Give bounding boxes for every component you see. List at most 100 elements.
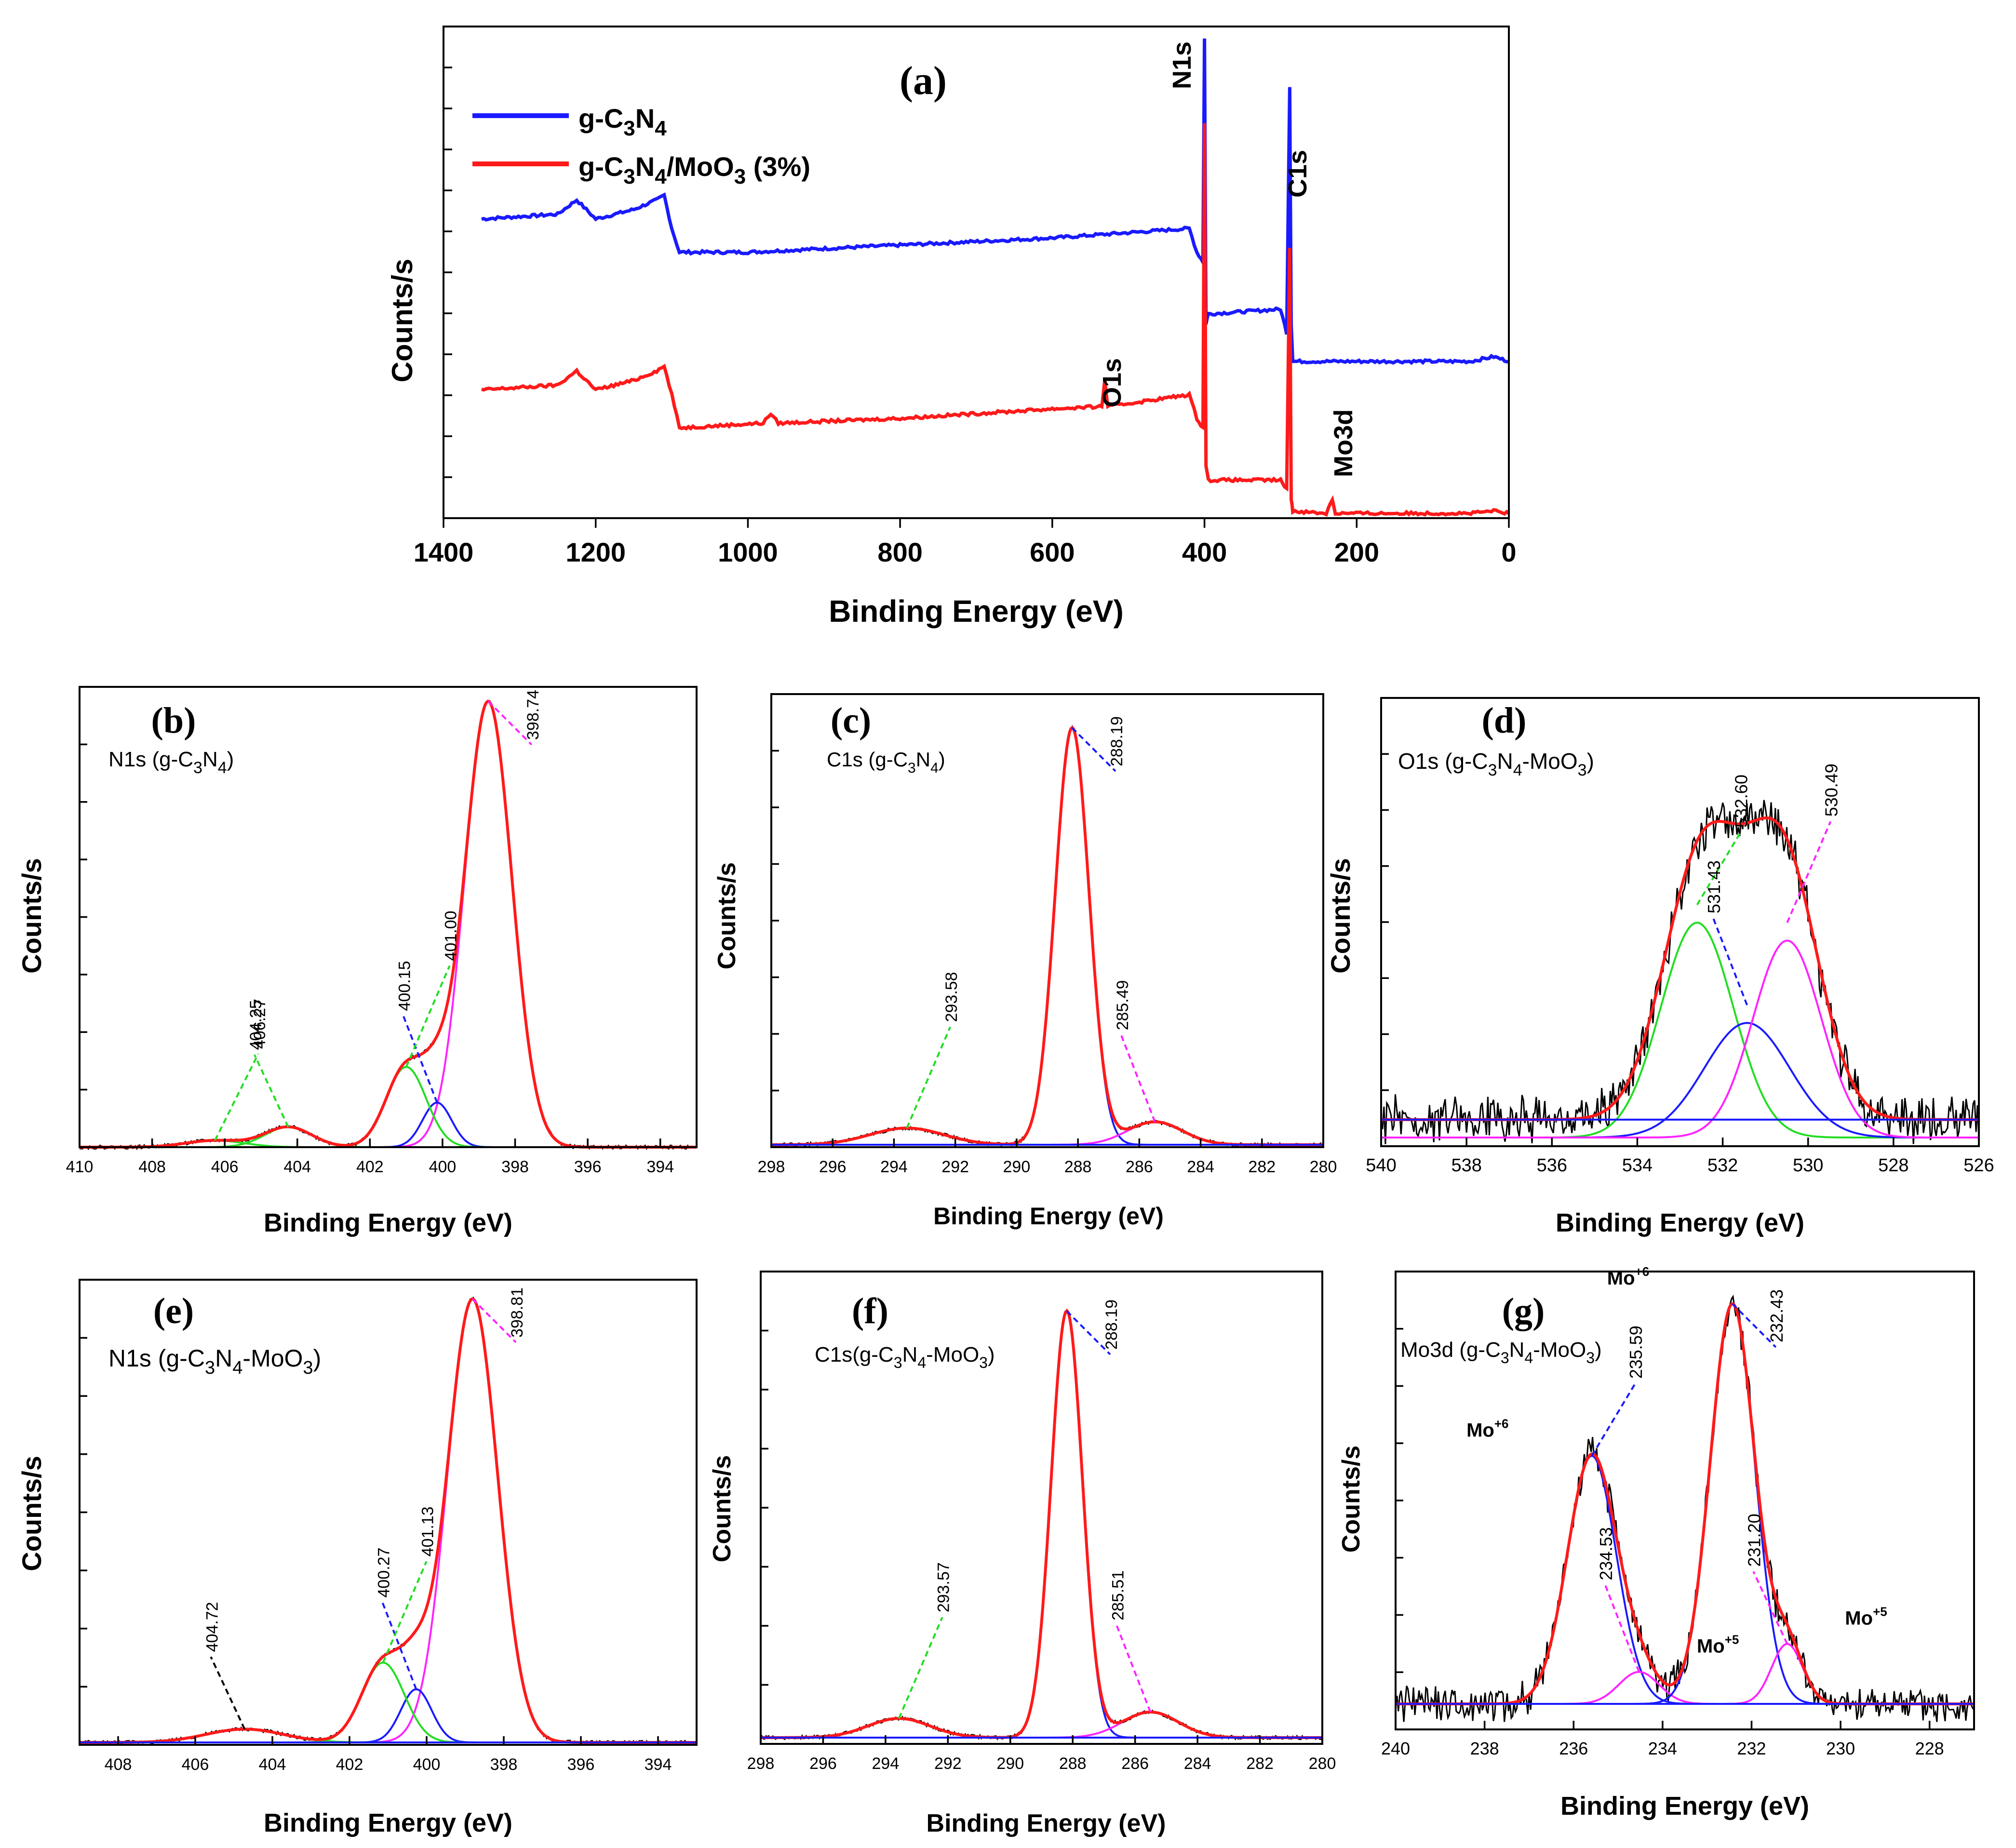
panel-d-xlabel: Binding Energy (eV) (1556, 1208, 1804, 1237)
panel-e-letter: (e) (153, 1291, 194, 1331)
peak-label-b-1: 400.15 (396, 961, 414, 1011)
peak-label-b-2: 401.00 (442, 911, 460, 961)
peak-leader-f-2 (898, 1617, 943, 1719)
panel-g-letter: (g) (1502, 1291, 1545, 1331)
peak-leader-e-2 (382, 1561, 428, 1663)
raw-spectrum-f (760, 1309, 1323, 1741)
peak-label-b-4: 406.27 (251, 999, 269, 1049)
xtick-label-d: 540 (1366, 1155, 1396, 1176)
xtick-label-c: 298 (758, 1158, 785, 1176)
panel-g-ylabel: Counts/s (1337, 1446, 1365, 1553)
peak-label-g-2: 232.43 (1767, 1289, 1787, 1342)
mo-state-label-0: Mo+6 (1466, 1416, 1508, 1441)
panel-d: 540 538 536 534 532 530 528 526 (d) O1s (g-C3N4… (1325, 697, 1994, 1237)
xtick-label-c: 282 (1248, 1158, 1276, 1176)
annot-n1s: N1s (1168, 41, 1196, 89)
xtick-label-d: 532 (1707, 1155, 1738, 1176)
peak-leader-e-0 (471, 1298, 517, 1343)
component-peak-b-2 (80, 1066, 697, 1148)
panel-e-ylabel: Counts/s (16, 1456, 47, 1571)
xtick-label-a: 600 (1030, 537, 1075, 567)
panel-g: 240 238 236 234 232 230 228 (g) Mo3d (g-C3N4-M… (1337, 1264, 1975, 1821)
fit-envelope-f (761, 1308, 1322, 1739)
fit-envelope-c (771, 725, 1323, 1146)
xtick-label-c: 288 (1064, 1158, 1092, 1176)
xtick-label-f: 288 (1059, 1754, 1087, 1773)
xtick-label-g: 240 (1381, 1739, 1410, 1758)
xtick-label-b: 402 (356, 1158, 384, 1176)
panel-c-ylabel: Counts/s (713, 862, 741, 969)
raw-spectrum-d (1380, 800, 1980, 1144)
peak-leader-d-1 (1712, 918, 1748, 1005)
xtick-label-b: 394 (646, 1158, 674, 1176)
xtick-label-g: 228 (1915, 1739, 1944, 1758)
xtick-label-f: 296 (809, 1754, 837, 1773)
xtick-label-e: 408 (105, 1755, 132, 1774)
panel-e-xlabel: Binding Energy (eV) (264, 1808, 512, 1837)
panel-c: 298 296 294 292 290 288 286 284 282 280 (c) C1s (… (713, 693, 1337, 1230)
component-peak-g-1 (1396, 1671, 1974, 1705)
peak-label-f-1: 285.51 (1109, 1570, 1127, 1620)
peak-label-e-3: 404.72 (203, 1602, 221, 1652)
xtick-label-b: 398 (501, 1158, 529, 1176)
peak-leader-g-0 (1591, 1383, 1636, 1457)
component-peak-c-1 (771, 1121, 1323, 1146)
xtick-label-d: 526 (1963, 1155, 1994, 1176)
xtick-label-g: 238 (1470, 1739, 1499, 1758)
peak-leader-f-1 (1116, 1625, 1152, 1713)
survey-series-1 (481, 123, 1510, 517)
xtick-label-b: 410 (66, 1158, 94, 1176)
peak-leader-e-1 (381, 1602, 417, 1690)
component-peak-d-2 (1381, 939, 1979, 1138)
mo-state-label-2: Mo+6 (1607, 1264, 1649, 1289)
peak-label-e-2: 401.13 (419, 1506, 437, 1556)
panel-e: 408 406 404 402 400 398 396 394 (e) N1s (g-C3N4… (16, 1279, 698, 1837)
panel-d-title: O1s (g-C3N4-MoO3) (1398, 749, 1594, 779)
component-peak-g-3 (1396, 1643, 1974, 1705)
panel-a-legend: g-C3N4 g-C3N4/MoO3 (3%) (472, 103, 810, 188)
panel-f-title: C1s(g-C3N4-MoO3) (815, 1343, 995, 1371)
peak-label-b-3: 404.25 (247, 1000, 265, 1050)
peak-leader-c-0 (1071, 727, 1116, 772)
raw-spectrum-c (770, 724, 1324, 1148)
panel-a-ylabel: Counts/s (386, 259, 418, 383)
component-peak-c-2 (771, 1127, 1323, 1146)
xtick-label-b: 406 (211, 1158, 239, 1176)
panel-b-xlabel: Binding Energy (eV) (264, 1208, 512, 1237)
component-peak-c-0 (771, 726, 1323, 1146)
xtick-label-c: 286 (1126, 1158, 1153, 1176)
panel-g-xlabel: Binding Energy (eV) (1560, 1792, 1809, 1821)
xtick-label-f: 292 (934, 1754, 962, 1773)
xtick-label-c: 292 (941, 1158, 969, 1176)
panel-f-xlabel: Binding Energy (eV) (927, 1809, 1166, 1837)
fit-envelope-g (1396, 1302, 1974, 1705)
panel-f: 298 296 294 292 290 288 286 284 282 280 (f) C1s(g… (708, 1271, 1336, 1837)
panel-c-letter: (c) (831, 700, 871, 741)
peak-label-d-2: 530.49 (1821, 763, 1841, 817)
peak-label-e-1: 400.27 (375, 1548, 393, 1598)
panel-a-letter: (a) (900, 58, 947, 103)
panel-f-letter: (f) (852, 1291, 888, 1331)
peak-leader-d-2 (1786, 821, 1832, 924)
xtick-label-f: 290 (996, 1754, 1024, 1773)
xtick-label-e: 406 (182, 1755, 209, 1774)
peak-leader-b-2 (405, 965, 451, 1068)
xtick-label-b: 408 (138, 1158, 166, 1176)
xtick-label-g: 232 (1737, 1739, 1766, 1758)
panel-b-ylabel: Counts/s (16, 858, 47, 974)
peak-label-f-2: 293.57 (935, 1562, 953, 1612)
peak-label-c-1: 285.49 (1114, 980, 1132, 1030)
peak-label-b-0: 398.74 (524, 690, 542, 740)
peak-label-c-2: 293.58 (942, 972, 961, 1022)
xtick-label-a: 1000 (718, 537, 778, 567)
peak-leader-c-2 (906, 1026, 951, 1129)
xtick-label-c: 284 (1187, 1158, 1214, 1176)
annot-o1s: O1s (1098, 358, 1127, 407)
component-peak-g-2 (1396, 1303, 1974, 1705)
xtick-label-e: 404 (259, 1755, 286, 1774)
peak-leader-f-0 (1066, 1310, 1111, 1355)
annot-mo3d: Mo3d (1329, 409, 1358, 477)
xtick-label-a: 400 (1182, 537, 1227, 567)
xtick-label-e: 400 (413, 1755, 441, 1774)
